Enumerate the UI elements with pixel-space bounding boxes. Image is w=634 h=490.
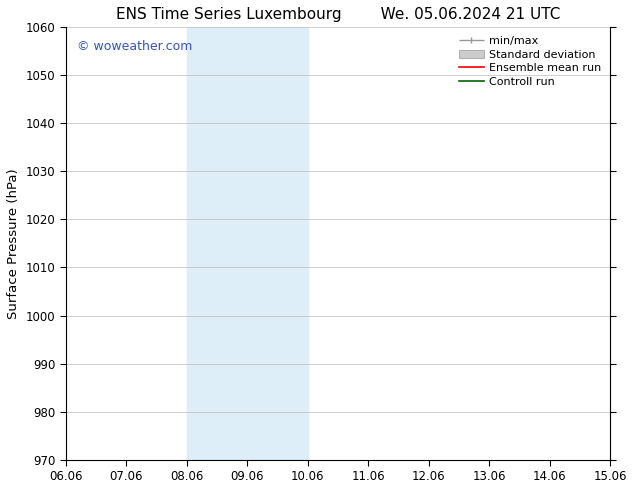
Bar	[611, 27, 634, 460]
Bar	[186, 27, 307, 460]
Title: ENS Time Series Luxembourg        We. 05.06.2024 21 UTC: ENS Time Series Luxembourg We. 05.06.202…	[116, 7, 560, 22]
Legend: min/max, Standard deviation, Ensemble mean run, Controll run: min/max, Standard deviation, Ensemble me…	[456, 33, 605, 90]
Y-axis label: Surface Pressure (hPa): Surface Pressure (hPa)	[7, 168, 20, 319]
Text: © woweather.com: © woweather.com	[77, 40, 192, 53]
